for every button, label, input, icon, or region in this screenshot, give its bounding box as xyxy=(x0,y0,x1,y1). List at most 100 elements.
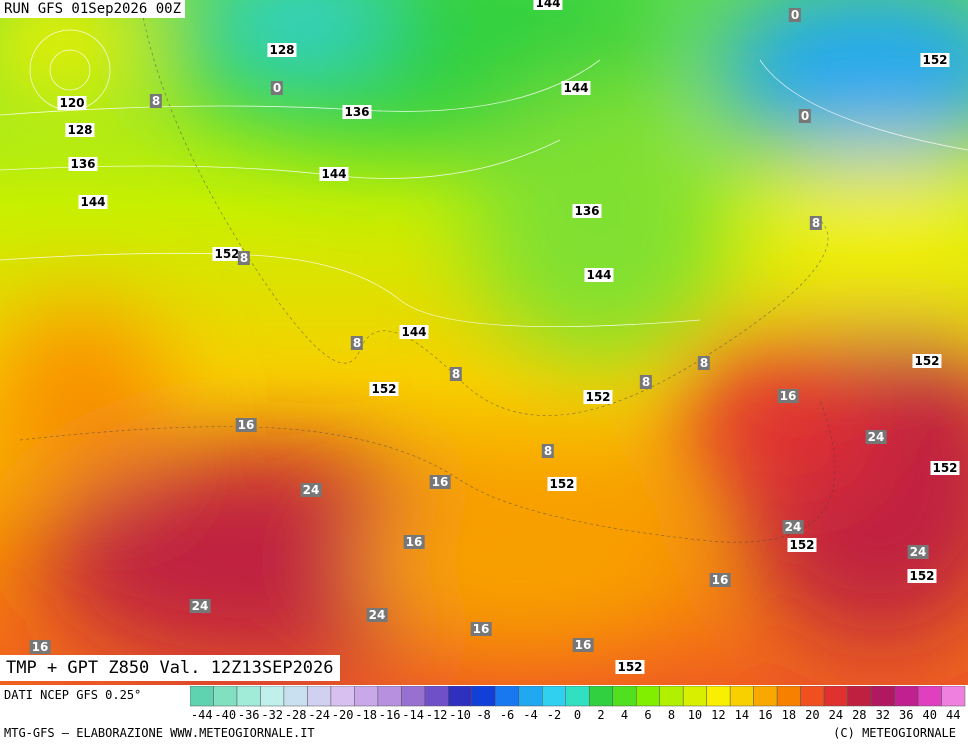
temperature-label: 16 xyxy=(403,535,425,549)
colorbar-swatch xyxy=(260,686,285,707)
run-title: RUN GFS 01Sep2026 00Z xyxy=(0,0,186,18)
colorbar: -44 -40 -36 -32 -28 -24 -20 -18 -16 -14 -12 -10 -8 -6… xyxy=(190,686,966,722)
colorbar-swatch xyxy=(283,686,308,707)
colorbar-tick-label: -2 xyxy=(547,708,561,722)
temperature-label: 8 xyxy=(237,251,251,265)
colorbar-swatch xyxy=(588,686,613,707)
temperature-label: 8 xyxy=(639,375,653,389)
colorbar-tick-label: -4 xyxy=(523,708,537,722)
colorbar-swatch xyxy=(894,686,919,707)
colorbar-tick-label: 4 xyxy=(621,708,628,722)
colorbar-tick-label: -6 xyxy=(500,708,514,722)
temperature-label: 8 xyxy=(449,367,463,381)
geopotential-label: 144 xyxy=(319,167,349,181)
temperature-label: 8 xyxy=(697,356,711,370)
colorbar-swatch xyxy=(917,686,942,707)
colorbar-swatch xyxy=(448,686,473,707)
colorbar-tick-label: -28 xyxy=(285,708,307,722)
colorbar-tick-label: -32 xyxy=(261,708,283,722)
colorbar-swatch xyxy=(823,686,848,707)
temperature-label: 0 xyxy=(798,109,812,123)
colorbar-tick-label: 0 xyxy=(574,708,581,722)
temperature-label: 24 xyxy=(907,545,929,559)
colorbar-tick-label: 6 xyxy=(644,708,651,722)
geopotential-label: 152 xyxy=(920,53,950,67)
colorbar-swatch xyxy=(753,686,778,707)
data-source: DATI NCEP GFS 0.25° xyxy=(4,688,142,702)
temperature-label: 24 xyxy=(300,483,322,497)
colorbar-swatch xyxy=(213,686,238,707)
geopotential-label: 144 xyxy=(78,195,108,209)
geopotential-label: 128 xyxy=(65,123,95,137)
colorbar-swatch xyxy=(706,686,731,707)
colorbar-swatch xyxy=(424,686,449,707)
colorbar-swatch xyxy=(401,686,426,707)
product-title: TMP + GPT Z850 Val. 12Z13SEP2026 xyxy=(0,655,340,681)
geopotential-label: 152 xyxy=(547,477,577,491)
colorbar-swatch xyxy=(565,686,590,707)
temperature-label: 24 xyxy=(366,608,388,622)
temperature-label: 16 xyxy=(235,418,257,432)
colorbar-swatch xyxy=(495,686,520,707)
colorbar-tick-label: 2 xyxy=(597,708,604,722)
geopotential-label: 152 xyxy=(583,390,613,404)
temperature-label: 16 xyxy=(29,640,51,654)
colorbar-tick-label: 16 xyxy=(758,708,772,722)
colorbar-swatch xyxy=(236,686,261,707)
geopotential-label: 152 xyxy=(912,354,942,368)
colorbar-tick-label: 32 xyxy=(876,708,890,722)
colorbar-tick-label: 20 xyxy=(805,708,819,722)
geopotential-label: 152 xyxy=(369,382,399,396)
geopotential-label: 152 xyxy=(212,247,242,261)
geopotential-label: 152 xyxy=(930,461,960,475)
temperature-label: 24 xyxy=(189,599,211,613)
colorbar-swatch xyxy=(471,686,496,707)
geopotential-label: 144 xyxy=(584,268,614,282)
colorbar-tick-label: 10 xyxy=(688,708,702,722)
colorbar-swatch xyxy=(190,686,214,707)
temperature-label: 16 xyxy=(429,475,451,489)
geopotential-label: 144 xyxy=(561,81,591,95)
colorbar-tick-label: 44 xyxy=(946,708,960,722)
credit: MTG-GFS — ELABORAZIONE WWW.METEOGIORNALE… xyxy=(4,726,315,740)
colorbar-tick-label: 14 xyxy=(735,708,749,722)
colorbar-tick-label: 40 xyxy=(923,708,937,722)
temperature-label: 24 xyxy=(782,520,804,534)
colorbar-tick-label: -20 xyxy=(332,708,354,722)
colorbar-swatch xyxy=(729,686,754,707)
colorbar-tick-label: -44 xyxy=(191,708,213,722)
temperature-label: 24 xyxy=(865,430,887,444)
geopotential-label: 136 xyxy=(68,157,98,171)
geopotential-label: 144 xyxy=(399,325,429,339)
geopotential-label: 136 xyxy=(342,105,372,119)
temperature-field xyxy=(0,0,968,685)
colorbar-swatch xyxy=(659,686,684,707)
colorbar-tick-label: -16 xyxy=(379,708,401,722)
geopotential-label: 120 xyxy=(57,96,87,110)
temperature-label: 8 xyxy=(149,94,163,108)
colorbar-swatch xyxy=(518,686,543,707)
colorbar-swatch xyxy=(307,686,332,707)
colorbar-tick-label: 28 xyxy=(852,708,866,722)
colorbar-tick-label: 12 xyxy=(711,708,725,722)
weather-map: 144 128 120 128 136 136 144 144 152 144 136 144 144 1… xyxy=(0,0,968,685)
geopotential-label: 152 xyxy=(615,660,645,674)
colorbar-swatch xyxy=(847,686,872,707)
colorbar-swatch xyxy=(377,686,402,707)
colorbar-tick-label: -12 xyxy=(426,708,448,722)
temperature-label: 16 xyxy=(470,622,492,636)
colorbar-swatch xyxy=(635,686,660,707)
geopotential-label: 128 xyxy=(267,43,297,57)
temperature-label: 16 xyxy=(777,389,799,403)
colorbar-tick-label: -8 xyxy=(476,708,490,722)
temperature-label: 16 xyxy=(572,638,594,652)
colorbar-tick-label: 36 xyxy=(899,708,913,722)
geopotential-label: 152 xyxy=(907,569,937,583)
colorbar-tick-label: -40 xyxy=(214,708,236,722)
temperature-label: 0 xyxy=(270,81,284,95)
colorbar-tick-label: -18 xyxy=(355,708,377,722)
colorbar-swatch xyxy=(870,686,895,707)
geopotential-label: 136 xyxy=(572,204,602,218)
colorbar-swatch xyxy=(776,686,801,707)
colorbar-tick-label: 8 xyxy=(668,708,675,722)
